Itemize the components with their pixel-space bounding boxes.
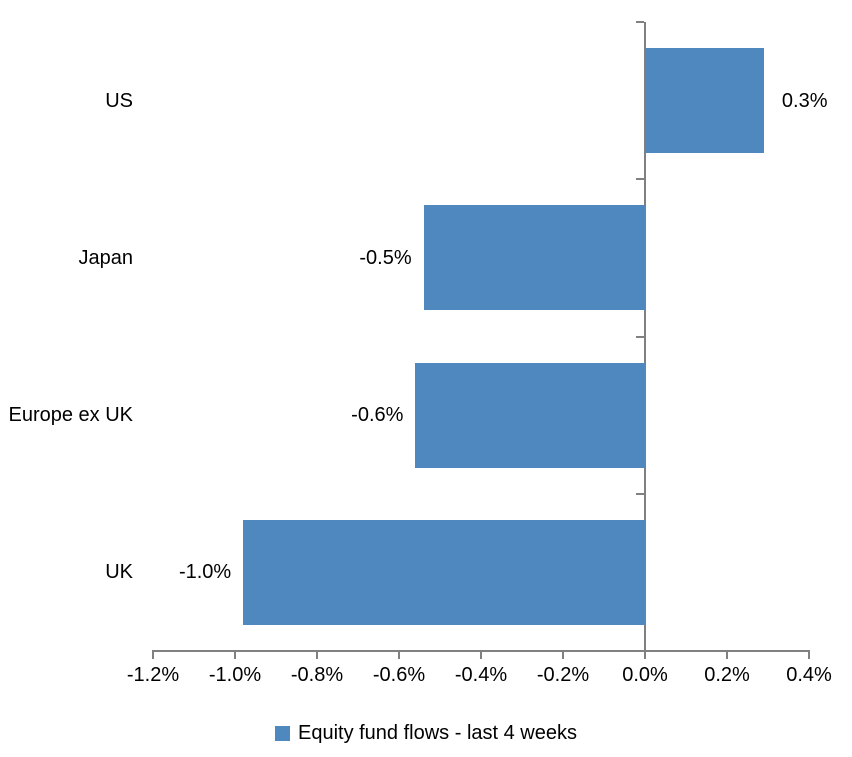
category-label: Europe ex UK [8, 404, 133, 427]
bar-europe-ex-uk [415, 362, 645, 468]
x-axis-tick [562, 651, 564, 659]
x-tick-label: -0.6% [372, 664, 426, 686]
bar-japan [423, 205, 645, 311]
x-tick-label: -0.8% [290, 664, 344, 686]
bar-value-label: -0.6% [351, 404, 404, 427]
x-axis-tick [316, 651, 318, 659]
category-label: Japan [78, 246, 134, 269]
legend-marker-square [274, 725, 290, 741]
x-tick-label: 0.2% [704, 664, 750, 686]
y-axis-tick [636, 335, 644, 338]
x-tick-label: 0.0% [622, 664, 668, 686]
bar-value-label: 0.3% [781, 89, 828, 112]
bar-us [645, 48, 764, 154]
x-axis-tick [644, 651, 646, 659]
bar-value-label: -0.5% [359, 246, 412, 269]
x-tick-label: -1.2% [126, 664, 180, 686]
x-tick-label: 0.4% [786, 664, 832, 686]
y-axis-tick [636, 178, 644, 181]
x-axis-tick [152, 651, 154, 659]
category-label: US [105, 89, 133, 112]
x-axis-tick [234, 651, 236, 659]
x-tick-label: -0.2% [536, 664, 590, 686]
legend: Equity fund flows - last 4 weeks [0, 719, 852, 747]
x-axis-tick [398, 651, 400, 659]
y-axis-tick [636, 21, 644, 23]
bar-value-label: -1.0% [178, 561, 232, 584]
x-axis-tick [808, 651, 810, 659]
y-axis-tick [636, 492, 644, 495]
x-tick-label: -0.4% [454, 664, 508, 686]
category-label: UK [105, 561, 133, 584]
legend-label: Equity fund flows - last 4 weeks [297, 721, 577, 744]
x-axis-tick [480, 651, 482, 659]
bar-uk [243, 519, 645, 625]
y-axis-line [644, 22, 646, 651]
x-tick-label: -1.0% [208, 664, 262, 686]
x-axis-tick [726, 651, 728, 659]
